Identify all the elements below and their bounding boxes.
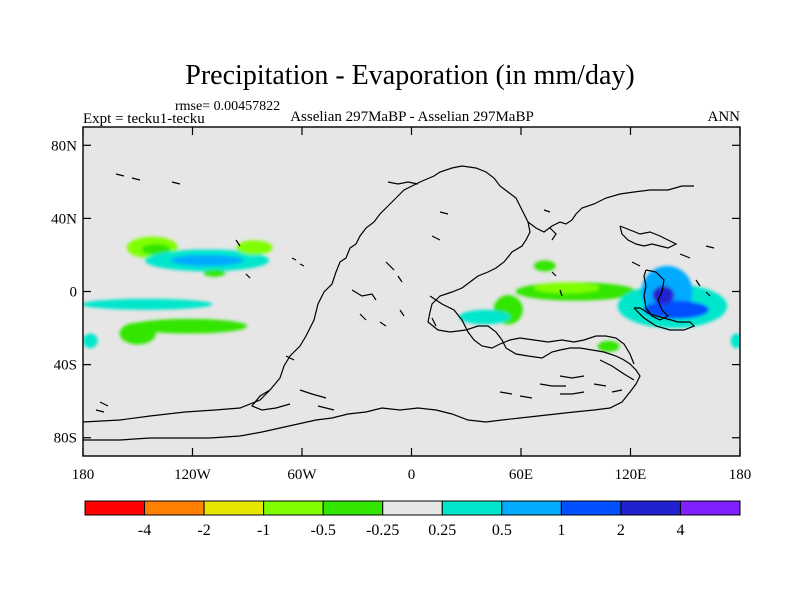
- colorbar-swatch: [84, 500, 146, 516]
- rmse-label: rmse= 0.00457822: [175, 99, 280, 114]
- northeast-coast: [527, 185, 694, 233]
- x-tick-label: 60W: [287, 467, 317, 483]
- colorbar-label: -0.25: [366, 522, 399, 539]
- colorbar-label: 2: [617, 522, 625, 539]
- y-tick-label: 80N: [51, 138, 77, 154]
- island-chain-1: [351, 261, 403, 327]
- colorbar-label: 4: [676, 522, 684, 539]
- colorbar-swatch: [144, 500, 205, 516]
- colorbar-label: 0.25: [428, 522, 456, 539]
- y-tick-label: 0: [70, 285, 78, 301]
- anomaly-region: [730, 333, 740, 349]
- x-tick-label: 0: [408, 467, 416, 483]
- y-tick-label: 40S: [54, 358, 77, 374]
- left-subtitle: Expt = tecku1-tecku: [83, 111, 205, 127]
- east-bay: [619, 225, 678, 249]
- anomaly-region: [83, 333, 98, 349]
- southwest-isles: [95, 401, 109, 413]
- colorbar-label: -4: [138, 522, 151, 539]
- colorbar-label: 0.5: [492, 522, 512, 539]
- colorbar-swatch: [501, 500, 562, 516]
- anomaly-region: [203, 269, 226, 277]
- eastern-coastline: [429, 295, 635, 365]
- x-tick-label: 120W: [174, 467, 212, 483]
- colorbar-label: -0.5: [311, 522, 336, 539]
- colorbar-label: 1: [557, 522, 565, 539]
- colorbar-swatch: [620, 500, 681, 516]
- colorbar-label: -2: [197, 522, 210, 539]
- colorbar-swatch: [382, 500, 443, 516]
- anomaly-region: [170, 254, 244, 266]
- axis-tick-labels: 180 120W 60W 0 60E 120E 180 80N 40N 0 40S 80S: [51, 138, 751, 483]
- colorbar-swatch: [560, 500, 622, 516]
- southern-isles: [499, 359, 635, 399]
- coastlines: [83, 165, 715, 441]
- x-tick-label: 180: [72, 467, 95, 483]
- y-tick-label: 80S: [54, 431, 77, 447]
- anomaly-region: [236, 240, 273, 255]
- colorbar-swatch: [322, 500, 384, 516]
- scattered-islets: [235, 239, 437, 327]
- center-subtitle: Asselian 297MaBP - Asselian 297MaBP: [290, 109, 534, 125]
- chart-title: Precipitation - Evaporation (in mm/day): [185, 60, 634, 91]
- x-tick-label: 120E: [615, 467, 647, 483]
- colorbar-swatch: [679, 500, 741, 516]
- x-tick-label: 60E: [509, 467, 533, 483]
- northern-isles: [115, 173, 449, 241]
- anomaly-region: [119, 322, 156, 345]
- anomaly-region: [458, 309, 511, 325]
- colorbar-swatch: [203, 500, 265, 516]
- western-isles: [251, 355, 335, 411]
- y-tick-label: 40N: [51, 211, 77, 227]
- anomaly-region: [533, 260, 556, 272]
- anomaly-region: [597, 340, 620, 352]
- colorbar-swatch: [263, 500, 324, 516]
- anomaly-region: [533, 282, 600, 294]
- anomaly-fields: [83, 236, 740, 352]
- colorbar-label: -1: [257, 522, 270, 539]
- axis-ticks: [82, 127, 741, 456]
- anomaly-region: [141, 243, 171, 255]
- anomaly-region: [130, 318, 248, 334]
- colorbar: -4 -2 -1 -0.5 -0.25 0.25 0.5 1 2 4: [84, 500, 741, 539]
- colorbar-swatch: [441, 500, 503, 516]
- anomaly-region: [83, 298, 213, 310]
- right-subtitle: ANN: [708, 109, 741, 125]
- eastern-isles: [543, 209, 715, 297]
- x-tick-label: 180: [729, 467, 752, 483]
- anomaly-region: [652, 286, 675, 305]
- archipelago-south: [633, 307, 696, 331]
- pangea-coastline: [83, 165, 641, 441]
